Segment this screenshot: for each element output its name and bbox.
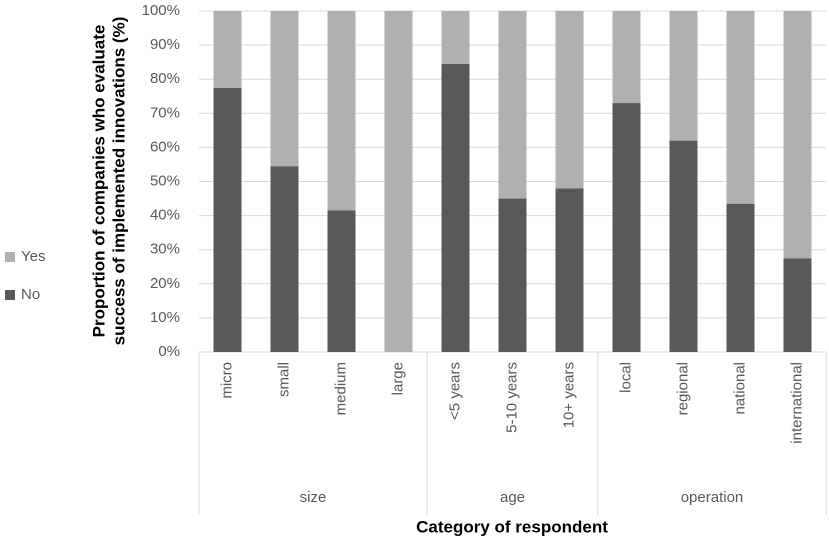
y-tick-label: 80% [150,70,180,87]
bar-segment [498,11,527,199]
x-axis-title: Category of respondent [416,517,608,536]
bar-segment [327,210,356,352]
bar-segment [555,11,584,189]
bar-segment [270,166,299,352]
bar-segment [270,11,299,167]
y-tick-label: 10% [150,309,180,326]
bar-segment [783,258,812,352]
y-tick-label: 90% [150,36,180,53]
legend-swatch [5,290,15,300]
y-axis-title: success of implemented innovations (%) [109,17,128,346]
y-axis-title: Proportion of companies who evaluate [89,25,108,338]
bar-segment [726,203,755,352]
x-tick-label: 10+ years [560,362,577,428]
x-tick-label: small [275,362,292,397]
y-tick-label: 20% [150,275,180,292]
bar-segment [555,188,584,352]
bar-segment [783,11,812,259]
bar-segment [384,11,413,352]
x-tick-label: international [788,362,805,444]
y-tick-label: 100% [142,2,180,19]
bar-segment [669,11,698,141]
group-label: operation [681,489,744,506]
y-tick-label: 30% [150,241,180,258]
bar-segment [612,103,641,352]
x-tick-label: <5 years [446,362,463,420]
bar-segment [726,11,755,204]
legend-swatch [5,252,15,262]
x-tick-label: micro [218,362,235,399]
group-label: size [300,489,327,506]
y-tick-label: 0% [158,343,180,360]
bar-segment [213,87,242,352]
x-tick-label: large [389,362,406,395]
legend-label: Yes [21,248,45,265]
legend-label: No [21,286,40,303]
bar-segment [441,63,470,352]
x-tick-label: regional [674,362,691,415]
bar-segment [441,11,470,64]
bar-segment [327,11,356,211]
x-tick-label: 5-10 years [503,362,520,433]
bar-segment [669,140,698,352]
group-label: age [500,489,525,506]
y-tick-label: 40% [150,207,180,224]
y-tick-label: 50% [150,172,180,189]
bar-segment [498,198,527,352]
y-tick-label: 60% [150,138,180,155]
bar-segment [612,11,641,104]
x-tick-label: medium [332,362,349,415]
y-tick-label: 70% [150,104,180,121]
bar-segment [213,11,242,88]
x-tick-label: national [731,362,748,415]
x-tick-label: local [617,362,634,393]
